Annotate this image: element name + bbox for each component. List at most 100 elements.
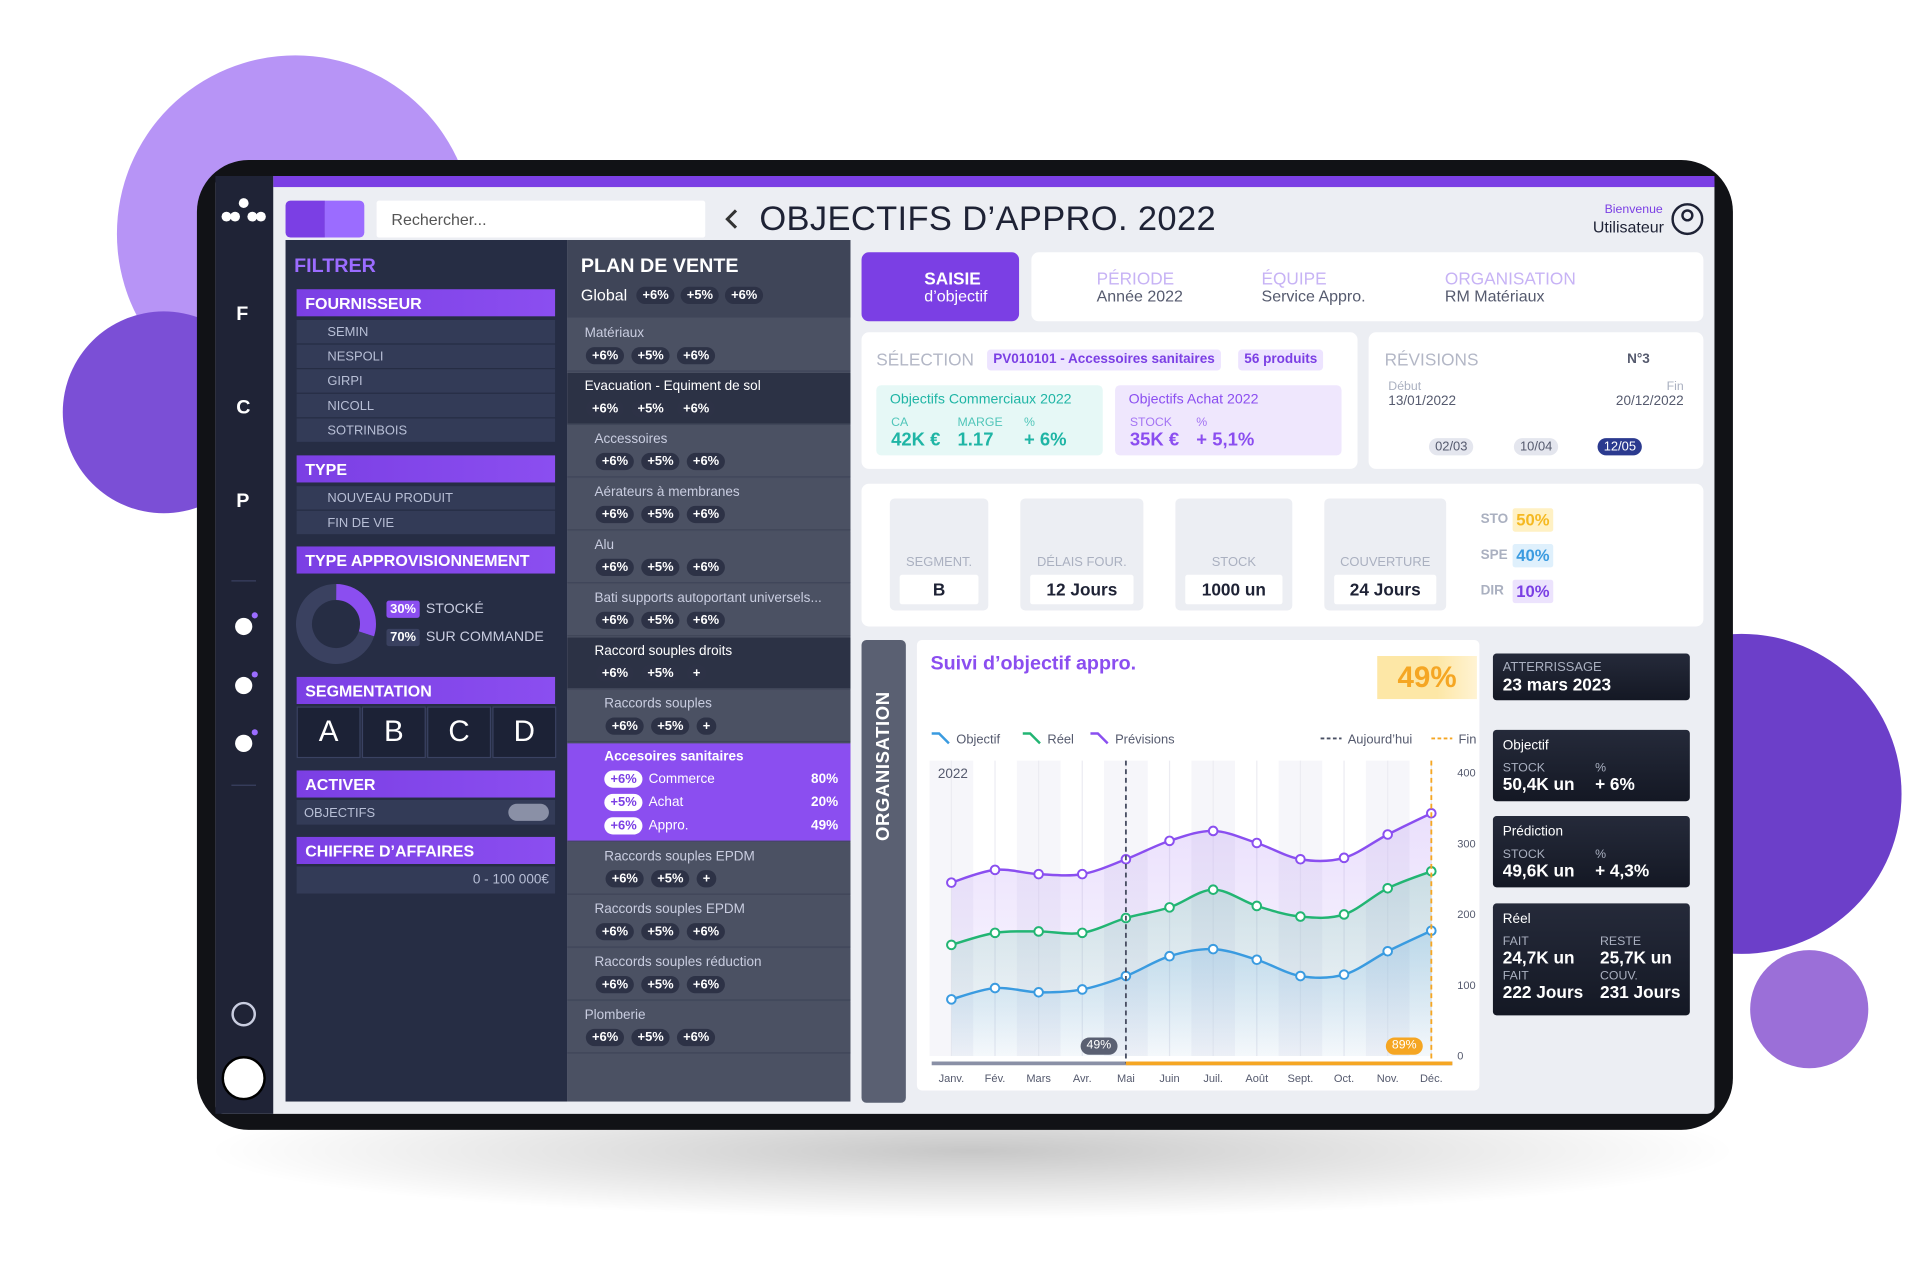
marker <box>1338 969 1350 980</box>
badge: +5% <box>680 286 720 304</box>
row-value: 20% <box>811 795 839 810</box>
legend-icon <box>1022 732 1041 745</box>
plan-item-label: Raccords souples EPDM <box>594 902 745 917</box>
sidebar <box>215 175 274 1114</box>
plan-title: PLAN DE VENTE <box>580 255 739 277</box>
logo-dot <box>221 211 232 222</box>
tab-title: PÉRIODE <box>1096 268 1175 288</box>
section-header: TYPE <box>296 455 556 483</box>
badge: +6% <box>686 452 726 471</box>
nav-icon <box>235 734 253 752</box>
global-label: Global <box>580 285 628 304</box>
filter-item: NOUVEAU PRODUIT <box>327 491 454 506</box>
filter-item: SEMIN <box>327 324 369 340</box>
marker <box>1251 837 1263 849</box>
filter-item: NESPOLI <box>327 349 384 365</box>
objective-title: Objectifs Achat 2022 <box>1128 392 1259 408</box>
legend-label: Prévisions <box>1115 731 1175 746</box>
badge: +6% <box>605 870 645 888</box>
avatar-head <box>1681 209 1694 222</box>
nav-dot <box>251 729 258 736</box>
metric-value: 50,4K un <box>1502 774 1575 794</box>
plan-item-label: Bati supports autoportant universels... <box>594 590 822 606</box>
end-date: 20/12/2022 <box>1615 393 1684 409</box>
metric-value: + 6% <box>1023 429 1067 451</box>
toggle-label: OBJECTIFS <box>303 806 376 821</box>
marker <box>1382 829 1393 840</box>
metric-value: 222 Jours <box>1502 982 1584 1002</box>
metric-label: MARGE <box>957 415 1003 430</box>
revision-number: N°3 <box>1627 351 1650 367</box>
marker <box>946 877 957 888</box>
tab-subtitle: RM Matériaux <box>1444 286 1545 306</box>
metric-label: CA <box>891 415 909 430</box>
badge: +6% <box>636 286 675 304</box>
x-tick-label: Janv. <box>939 1073 965 1085</box>
segment-button[interactable]: C <box>427 706 492 759</box>
tab-title: ÉQUIPE <box>1261 268 1327 288</box>
filter-row <box>296 510 556 535</box>
section-header: TYPE APPROVISIONNEMENT <box>296 546 556 574</box>
side-tab[interactable] <box>861 639 906 1103</box>
segment-button[interactable]: B <box>361 706 426 759</box>
marker <box>1033 868 1044 880</box>
x-tick-label: Juil. <box>1203 1073 1223 1085</box>
y-tick-label: 0 <box>1457 1051 1463 1063</box>
y-tick-label: 300 <box>1457 838 1475 850</box>
info-card <box>1492 903 1690 1016</box>
badge: +5% <box>641 611 680 629</box>
filter-item: GIRPI <box>327 374 363 389</box>
badge: +6% <box>595 452 635 471</box>
legend-label: SUR COMMANDE <box>425 630 544 645</box>
avatar <box>1671 203 1704 236</box>
revisions-title: RÉVISIONS <box>1384 349 1479 370</box>
toggle[interactable] <box>508 803 549 821</box>
chart: Janv. Fév. Mars Avr. Mai Juin Juil. Août Sept. Oc… <box>929 731 1476 1085</box>
badge: 50% <box>1512 508 1554 532</box>
segment-button[interactable]: D <box>492 706 557 759</box>
x-tick-label: Fév. <box>985 1073 1006 1085</box>
x-tick-label: Oct. <box>1334 1073 1354 1085</box>
badge: 70% <box>386 628 420 647</box>
kpi-label: COUVERTURE <box>1340 555 1431 570</box>
badge: +6% <box>585 1028 625 1047</box>
plan-item-label: Plomberie <box>584 1007 646 1023</box>
objective-card <box>876 385 1103 456</box>
badge: +6% <box>604 817 643 835</box>
nav-dot <box>251 612 258 619</box>
x-tick-label: Avr. <box>1073 1073 1092 1085</box>
badge: +5% <box>631 1028 670 1047</box>
x-tick-label: Mars <box>1026 1073 1051 1085</box>
badge: +6% <box>595 558 635 576</box>
filter-row <box>296 486 556 510</box>
metric-label: FAIT <box>1502 969 1529 984</box>
nav-icon <box>235 617 253 636</box>
row-value: 49% <box>811 818 839 834</box>
user-greeting: Bienvenue <box>1604 203 1663 217</box>
marker <box>1207 825 1219 837</box>
x-tick-label: Mai <box>1117 1073 1135 1085</box>
badge: + <box>696 870 717 888</box>
logo-dot <box>238 198 249 208</box>
panel-button[interactable] <box>324 200 365 238</box>
card-title: Prédiction <box>1502 824 1563 840</box>
marker <box>1382 945 1393 957</box>
marker <box>1251 900 1263 912</box>
profile-button <box>221 1055 266 1101</box>
metric-value: 25,7K un <box>1599 947 1672 968</box>
plan-item-label: Alu <box>594 537 615 553</box>
nav-letter: P <box>236 491 250 512</box>
search-box[interactable]: Rechercher... <box>376 200 706 238</box>
filter-row <box>296 418 556 442</box>
kpi-value: 24 Jours <box>1334 574 1437 605</box>
metric-label: % <box>1023 415 1035 430</box>
year-label: 2022 <box>938 766 968 781</box>
badge: +5% <box>641 558 680 576</box>
tab-bar <box>1031 252 1704 322</box>
menu-button[interactable] <box>285 200 325 238</box>
tab-active[interactable] <box>861 252 1020 322</box>
badge: +5% <box>641 505 680 524</box>
metric-value: 42K € <box>891 429 941 451</box>
section-header: ACTIVER <box>296 770 556 798</box>
segment-button[interactable]: A <box>296 706 361 759</box>
